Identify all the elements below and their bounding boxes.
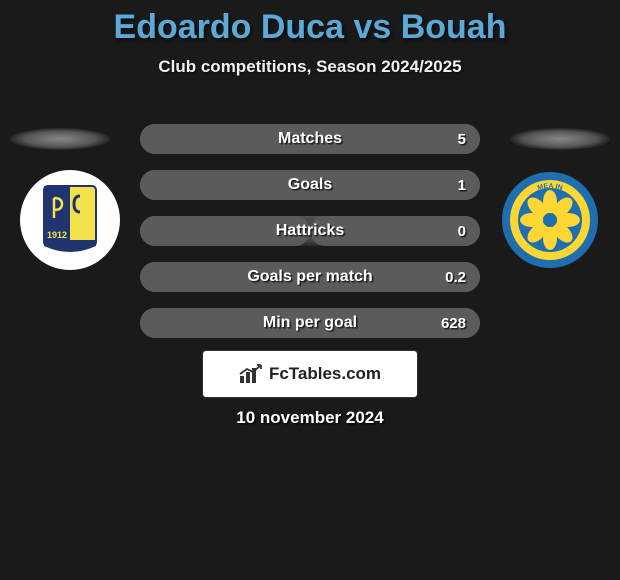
stat-value-right: 1 [458, 177, 466, 194]
stat-label: Goals per match [140, 268, 480, 286]
brand-box[interactable]: FcTables.com [202, 350, 418, 398]
comparison-infographic: Edoardo Duca vs Bouah Club competitions,… [0, 0, 620, 580]
stat-row: Hattricks0 [140, 216, 480, 246]
crest-year: 1912 [47, 230, 67, 240]
chart-icon [239, 364, 263, 384]
date-text: 10 november 2024 [0, 408, 620, 428]
stat-row: Matches5 [140, 124, 480, 154]
stat-label: Goals [140, 176, 480, 194]
club-crest-left-icon: 1912 [30, 180, 110, 260]
brand-text: FcTables.com [269, 364, 381, 384]
stat-row: Goals1 [140, 170, 480, 200]
stat-value-right: 0.2 [445, 269, 466, 286]
club-badge-left: 1912 [20, 170, 120, 270]
player-silhouette-right [510, 128, 610, 150]
stat-label: Hattricks [140, 222, 480, 240]
stat-row: Goals per match0.2 [140, 262, 480, 292]
player-silhouette-left [10, 128, 110, 150]
stat-value-right: 628 [441, 315, 466, 332]
stats-bars: Matches5Goals1Hattricks0Goals per match0… [140, 124, 480, 354]
stat-row: Min per goal628 [140, 308, 480, 338]
stat-label: Matches [140, 130, 480, 148]
club-badge-right: MEA IN [500, 170, 600, 270]
stat-label: Min per goal [140, 314, 480, 332]
stat-value-right: 5 [458, 131, 466, 148]
page-title: Edoardo Duca vs Bouah [0, 0, 620, 47]
stat-value-right: 0 [458, 223, 466, 240]
subtitle: Club competitions, Season 2024/2025 [0, 57, 620, 77]
club-crest-right-icon: MEA IN [500, 170, 600, 270]
